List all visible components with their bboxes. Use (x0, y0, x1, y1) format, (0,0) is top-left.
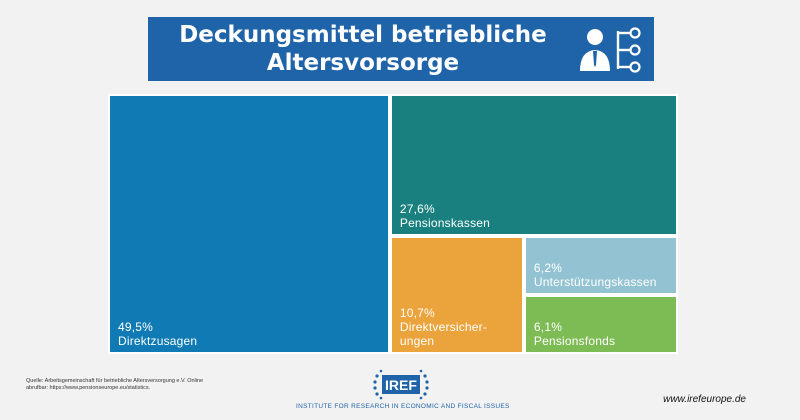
iref-logo: IREF (373, 369, 429, 400)
treemap-tile: 6,2% Unterstützungskassen (523, 235, 678, 296)
tile-label: 10,7% Direktversicher-ungen (400, 306, 487, 348)
treemap-chart: 49,5% Direktzusagen 27,6% Pensionskassen 10,… (108, 94, 678, 354)
logo-text: IREF (385, 377, 417, 393)
tile-category: Pensionsfonds (533, 333, 616, 348)
tile-value: 10,7% (399, 305, 435, 320)
source-line-1: Quelle: Arbeitsgemeinschaft für betriebl… (26, 378, 204, 384)
title-banner: Deckungsmittel betriebliche Altersvorsor… (148, 17, 654, 81)
tile-label: 6,1% Pensionsfonds (534, 320, 615, 348)
source-line-2: abrufbar: https://www.pensionseurope.eu/… (26, 385, 151, 391)
tile-value: 6,1% (533, 319, 563, 334)
tile-value: 49,5% (118, 320, 154, 334)
treemap-tile: 10,7% Direktversicher-ungen (389, 235, 524, 354)
treemap-tile: 27,6% Pensionskassen (389, 94, 678, 236)
tile-category: Unterstützungskassen (533, 275, 657, 290)
institute-name: INSTITUTE FOR RESEARCH IN ECONOMIC AND F… (296, 403, 510, 410)
treemap-tile: 49,5% Direktzusagen (108, 94, 390, 354)
tile-value: 6,2% (533, 261, 563, 276)
tile-label: 27,6% Pensionskassen (400, 202, 490, 230)
tile-category: Direktversicher- (399, 319, 488, 334)
tile-label: 6,2% Unterstützungskassen (534, 261, 657, 289)
business-person-hierarchy-icon (580, 27, 641, 73)
source-note: Quelle: Arbeitsgemeinschaft für betriebl… (26, 378, 256, 392)
chart-title-line1: Deckungsmittel betriebliche (179, 22, 547, 48)
tile-category: Pensionskassen (399, 215, 491, 230)
tile-value: 27,6% (399, 201, 435, 216)
treemap-tile: 6,1% Pensionsfonds (523, 295, 678, 354)
tile-label: 49,5% Direktzusagen (118, 320, 197, 348)
website-url: www.irefeurope.de (663, 394, 746, 405)
tile-category: Direktzusagen (118, 334, 198, 348)
chart-title-line2: Altersvorsorge (266, 50, 460, 76)
tile-category: ungen (399, 333, 435, 348)
